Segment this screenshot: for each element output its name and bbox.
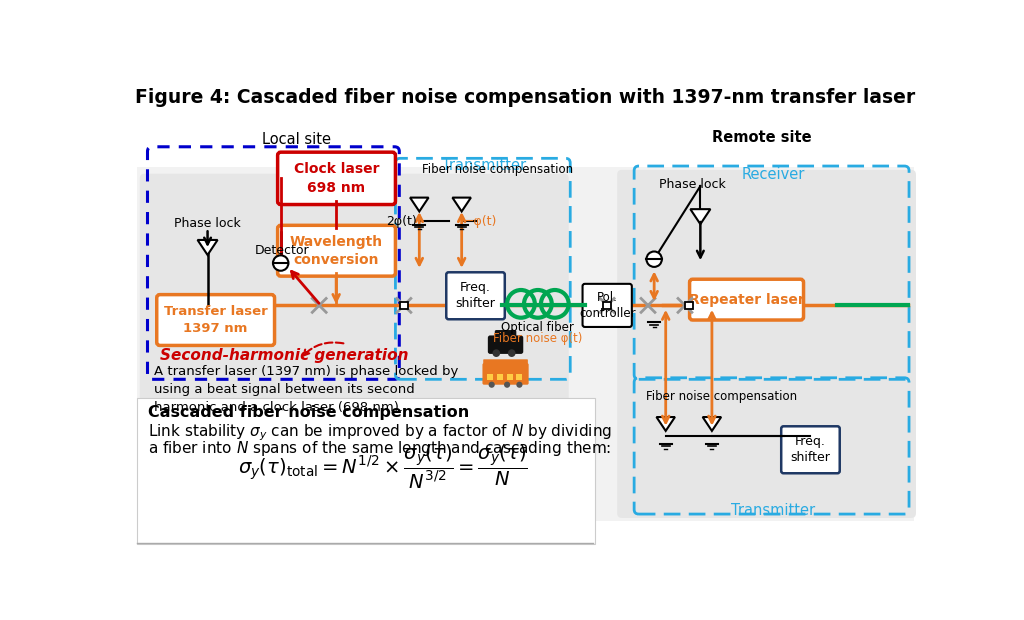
- Text: −φ(t): −φ(t): [464, 215, 498, 228]
- FancyBboxPatch shape: [483, 360, 528, 371]
- Polygon shape: [690, 209, 711, 224]
- Text: Link stability $\sigma_y$ can be improved by a factor of $N$ by dividing: Link stability $\sigma_y$ can be improve…: [147, 422, 611, 443]
- Text: A transfer laser (1397 nm) is phase locked by
using a beat signal between its se: A transfer laser (1397 nm) is phase lock…: [154, 365, 458, 414]
- Text: Local site: Local site: [261, 132, 331, 147]
- Circle shape: [493, 349, 500, 357]
- Circle shape: [508, 349, 515, 357]
- Text: 2φ(t): 2φ(t): [386, 215, 417, 228]
- Circle shape: [516, 382, 522, 388]
- Text: Phase lock: Phase lock: [659, 179, 726, 192]
- Polygon shape: [453, 198, 471, 211]
- Text: $\sigma_y(\tau)_\mathrm{total} = N^{1/2} \times \dfrac{\sigma_y(\tau)}{N^{3/2}} : $\sigma_y(\tau)_\mathrm{total} = N^{1/2}…: [239, 443, 528, 492]
- Bar: [137, 398, 595, 544]
- FancyBboxPatch shape: [278, 152, 395, 205]
- Text: Remote site: Remote site: [712, 130, 812, 145]
- Text: Wavelength
conversion: Wavelength conversion: [290, 234, 383, 267]
- Text: Transmitter: Transmitter: [731, 503, 815, 518]
- FancyBboxPatch shape: [446, 272, 505, 319]
- Text: Freq.
shifter: Freq. shifter: [791, 435, 830, 464]
- Polygon shape: [656, 417, 675, 431]
- Circle shape: [646, 252, 662, 267]
- Text: Freq.
shifter: Freq. shifter: [456, 281, 496, 310]
- Text: Detector: Detector: [255, 244, 309, 257]
- FancyBboxPatch shape: [495, 330, 516, 344]
- Bar: [603, 301, 611, 309]
- Bar: [487, 374, 494, 380]
- Bar: [137, 167, 914, 521]
- FancyBboxPatch shape: [689, 279, 804, 320]
- FancyBboxPatch shape: [157, 294, 274, 345]
- Text: Pol.
controller: Pol. controller: [579, 291, 636, 320]
- Text: Transfer laser
1397 nm: Transfer laser 1397 nm: [164, 305, 267, 335]
- FancyBboxPatch shape: [278, 225, 395, 276]
- Text: Clock laser
698 nm: Clock laser 698 nm: [294, 162, 379, 195]
- Text: Figure 4: Cascaded fiber noise compensation with 1397-nm transfer laser: Figure 4: Cascaded fiber noise compensat…: [135, 88, 914, 107]
- Text: Optical fiber: Optical fiber: [502, 321, 574, 334]
- Bar: [400, 301, 408, 309]
- Circle shape: [488, 382, 495, 388]
- Bar: [685, 301, 692, 309]
- Text: Cascaded fiber noise compensation: Cascaded fiber noise compensation: [147, 405, 469, 420]
- Text: Fiber noise φ(t): Fiber noise φ(t): [494, 332, 583, 345]
- Text: Phase lock: Phase lock: [174, 217, 241, 230]
- Bar: [516, 374, 522, 380]
- Text: Second-harmonic generation: Second-harmonic generation: [161, 348, 409, 363]
- Circle shape: [273, 255, 289, 271]
- FancyBboxPatch shape: [140, 174, 568, 514]
- Text: Fiber noise compensation: Fiber noise compensation: [422, 163, 572, 176]
- Text: Fiber noise compensation: Fiber noise compensation: [646, 390, 798, 403]
- Text: Receiver: Receiver: [741, 167, 805, 182]
- Bar: [507, 374, 513, 380]
- Text: Repeater laser: Repeater laser: [689, 293, 805, 307]
- Polygon shape: [702, 417, 721, 431]
- Text: a fiber into $N$ spans of the same length and cascading them:: a fiber into $N$ spans of the same lengt…: [147, 438, 610, 458]
- Polygon shape: [198, 240, 217, 255]
- FancyBboxPatch shape: [583, 284, 632, 327]
- FancyBboxPatch shape: [482, 363, 528, 384]
- FancyBboxPatch shape: [487, 335, 523, 354]
- Circle shape: [504, 382, 510, 388]
- Polygon shape: [410, 198, 429, 211]
- FancyBboxPatch shape: [617, 170, 915, 518]
- Bar: [497, 374, 503, 380]
- FancyBboxPatch shape: [781, 427, 840, 473]
- Text: Transmitter: Transmitter: [442, 157, 526, 172]
